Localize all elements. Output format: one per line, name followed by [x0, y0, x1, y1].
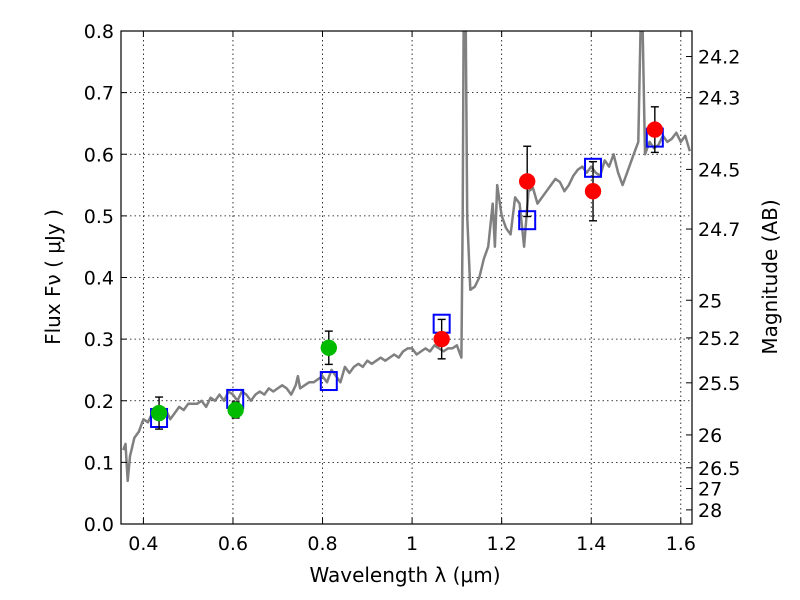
- y-tick-label: 0.1: [84, 452, 114, 474]
- y-tick-label: 0.3: [84, 329, 114, 351]
- right-tick-label: 25.2: [698, 328, 740, 350]
- y-tick-label: 0.4: [84, 268, 114, 290]
- spectrum-line: [122, 31, 691, 483]
- x-tick-label: 1: [406, 533, 418, 555]
- x-tick-label: 0.4: [128, 533, 158, 555]
- data-point-marker: [433, 330, 450, 348]
- x-tick-label: 1.2: [487, 533, 517, 555]
- x-tick-label: 0.6: [218, 533, 248, 555]
- data-point-marker: [227, 401, 244, 419]
- right-tick-label: 28: [698, 500, 722, 522]
- right-tick-label: 24.5: [698, 159, 740, 181]
- right-tick-label: 25.5: [698, 373, 740, 395]
- right-tick-label: 24.3: [698, 88, 740, 110]
- y-tick-label: 0.2: [84, 391, 114, 413]
- data-point-marker: [584, 182, 602, 200]
- right-tick-label: 24.7: [698, 219, 740, 241]
- data-point-marker: [518, 173, 536, 190]
- right-tick-label: 24.2: [698, 47, 740, 69]
- data-point-marker: [320, 339, 338, 357]
- data-point-marker: [646, 121, 664, 138]
- right-tick-label: 26: [698, 425, 722, 447]
- x-tick-label: 1.6: [666, 533, 696, 555]
- x-axis-label: Wavelength λ (μm): [309, 563, 500, 587]
- model-square-marker: [319, 371, 338, 392]
- right-tick-label: 25: [698, 290, 722, 312]
- x-tick-label: 0.8: [307, 533, 337, 555]
- y-tick-label: 0.6: [84, 144, 114, 166]
- x-tick-label: 1.4: [576, 533, 606, 555]
- y-tick-label: 0.5: [84, 206, 114, 228]
- data-point-marker: [150, 404, 168, 422]
- right-tick-label: 27: [698, 479, 722, 501]
- y-tick-label: 0.0: [84, 514, 114, 536]
- y-tick-label: 0.8: [84, 21, 114, 43]
- plot-area: [122, 31, 691, 483]
- y-tick-label: 0.7: [84, 83, 114, 105]
- right-y-axis-label: Magnitude (AB): [758, 199, 782, 354]
- y-axis-label: Flux Fν ( μJy ): [41, 209, 65, 345]
- axis-ticks: 0.4 0.6 0.8 1 1.2 1.4 1.6 0.0 0.1 0.2 0.3 0.4 0.5 0.6…: [84, 21, 741, 555]
- right-tick-label: 26.5: [698, 458, 740, 480]
